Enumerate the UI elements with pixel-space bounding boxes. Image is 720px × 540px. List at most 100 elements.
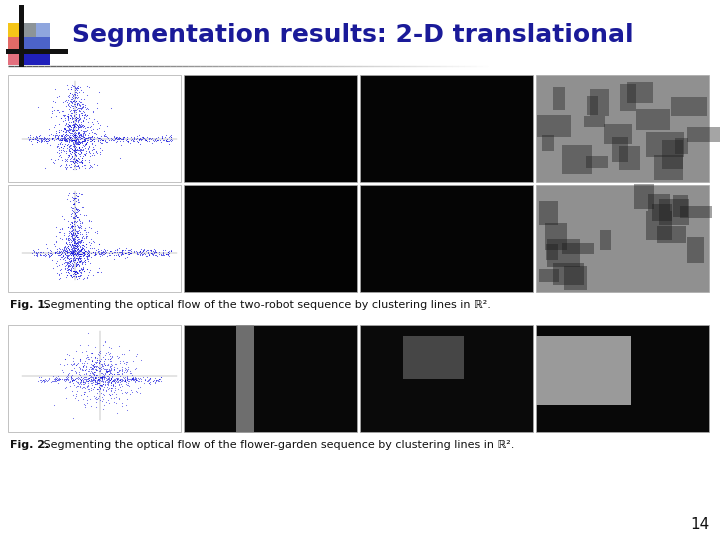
Point [67,196,78,205]
Point [98,127,109,136]
Point [73,122,84,130]
Point [43,253,55,262]
Point [66,241,77,250]
Point [82,353,94,361]
Point [148,377,159,386]
Point [70,147,81,156]
Bar [360,75,533,182]
Point [46,249,58,258]
Point [60,251,71,259]
Point [104,357,116,366]
Point [148,251,159,260]
Point [114,372,126,380]
Point [59,258,71,267]
Point [145,249,156,258]
Point [163,249,174,258]
Point [126,374,138,382]
Point [71,248,82,257]
Point [75,245,86,253]
Point [35,248,47,256]
Point [63,236,75,245]
Point [70,113,81,122]
Point [61,163,73,171]
Point [63,124,75,132]
Point [68,155,79,164]
Point [163,247,175,255]
Point [75,237,86,246]
Point [46,377,58,386]
Point [75,376,86,384]
Point [72,113,84,122]
Point [70,115,81,124]
Point [35,136,47,145]
Point [76,122,87,130]
Bar [562,145,593,174]
Point [96,373,107,381]
Point [56,133,68,142]
Point [91,229,103,238]
Point [60,98,72,106]
Point [78,142,89,151]
Point [83,381,94,390]
Point [74,355,86,363]
Point [66,125,77,133]
Point [138,249,150,258]
Point [66,220,78,229]
Point [107,136,119,145]
Point [70,212,81,220]
Point [88,371,99,380]
Point [161,137,173,146]
Point [92,376,104,384]
Point [64,163,76,171]
Point [120,248,132,257]
Point [91,226,102,235]
Point [24,135,35,144]
Point [67,157,78,166]
Point [127,375,138,384]
Point [120,244,132,253]
Point [66,136,78,144]
Point [82,144,94,153]
Point [103,135,114,144]
Point [111,248,122,256]
Point [70,211,81,220]
Point [54,228,66,237]
Bar [680,206,712,218]
Point [117,137,128,146]
Point [60,155,71,164]
Point [128,137,140,145]
Point [66,264,77,272]
Point [56,249,68,258]
Point [89,374,101,382]
Point [73,137,84,146]
Point [49,247,60,256]
Point [38,377,50,386]
Point [68,245,80,253]
Point [71,116,82,124]
Point [69,136,81,145]
Point [66,235,77,244]
Point [63,262,74,271]
Point [70,156,81,165]
Point [78,132,89,141]
Point [120,360,132,369]
Point [51,247,63,255]
Point [68,229,79,238]
Point [69,106,81,114]
Point [93,364,104,373]
Point [60,235,72,244]
Point [105,380,117,389]
Point [130,377,141,386]
Point [77,374,89,382]
Point [79,247,91,256]
Point [68,237,80,246]
Point [78,382,89,391]
Point [27,134,39,143]
Point [23,133,35,141]
Point [97,390,109,399]
Point [58,214,70,223]
Point [128,376,140,384]
Point [63,91,74,100]
Point [132,249,143,258]
Point [69,132,81,141]
